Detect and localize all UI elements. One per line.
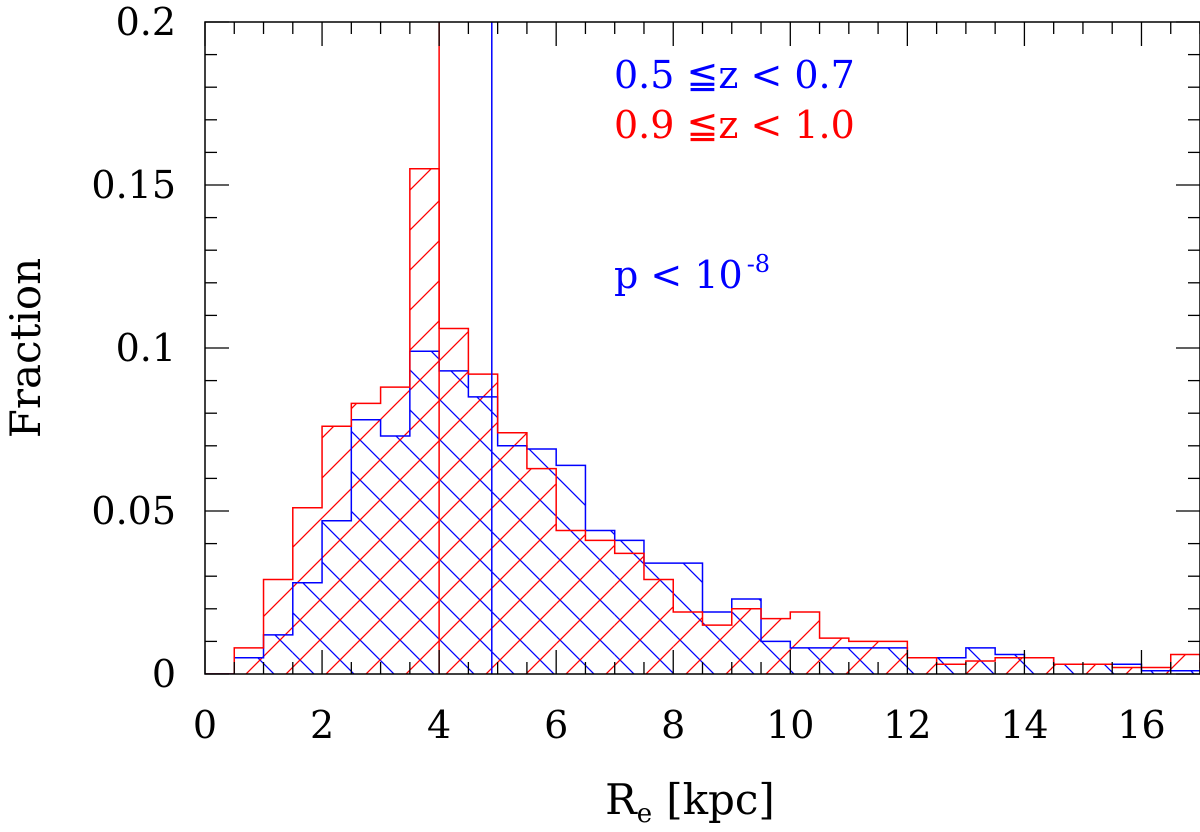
hist-bar (468, 374, 498, 674)
hist-bar (790, 612, 820, 674)
hist-bar (673, 612, 703, 674)
y-tick-label: 0 (152, 652, 176, 696)
x-axis-symbol: R (605, 775, 638, 824)
x-tick-label: 2 (310, 703, 334, 747)
y-tick-label: 0.05 (91, 489, 176, 533)
hist-bar (643, 579, 674, 674)
y-tick-label: 0.15 (91, 163, 176, 207)
x-tick-label: 0 (193, 703, 217, 747)
x-axis-title: Re [kpc] (605, 775, 775, 829)
y-axis-title: Fraction (1, 258, 50, 438)
hist-bar (556, 530, 586, 674)
axis-ticks (204, 21, 1200, 675)
x-tick-label: 12 (883, 703, 931, 747)
x-tick-label: 16 (1117, 703, 1165, 747)
x-tick-label: 8 (661, 703, 685, 747)
series-1-outline (205, 167, 1200, 674)
x-tick-label: 10 (766, 703, 814, 747)
p-value-text: p < 10 (614, 253, 743, 297)
hist-bar (907, 657, 937, 674)
hist-bar (702, 625, 732, 674)
hist-bar (848, 641, 879, 674)
x-tick-label: 4 (427, 703, 451, 747)
y-tick-label: 0.1 (116, 326, 176, 370)
hist-bar (263, 579, 293, 674)
hist-bar (1053, 664, 1083, 674)
hist-bar (322, 426, 352, 674)
hist-bar (731, 608, 762, 674)
hist-bar (1170, 654, 1200, 674)
hist-bar (819, 638, 849, 674)
x-tick-labels: 0 2 4 6 8 10 12 14 16 (193, 703, 1166, 747)
plot-frame (204, 21, 1200, 675)
y-tick-labels: 0 0.05 0.1 0.15 0.2 (91, 0, 176, 696)
hist-bar (526, 468, 557, 674)
hist-bar (761, 618, 791, 674)
median-lines (438, 22, 493, 674)
hist-bar (965, 660, 996, 674)
legend-entry-blue: 0.5 ≦z < 0.7 (614, 53, 855, 97)
hist-bar (439, 328, 469, 674)
hist-bar (936, 664, 966, 674)
hist-bar (585, 540, 615, 674)
histogram-bars (205, 167, 1200, 674)
hist-bar (614, 553, 644, 674)
hist-bar (878, 641, 908, 674)
hist-bar (351, 403, 381, 674)
hist-bar (995, 657, 1025, 674)
p-value-annotation: p < 10 -8 (614, 250, 770, 297)
hist-bar (234, 647, 264, 674)
x-axis-subscript: e (637, 799, 652, 829)
hist-bar (380, 387, 410, 674)
series-1-hatch (234, 168, 1200, 674)
hist-bar (1112, 667, 1142, 674)
hist-bar (292, 507, 323, 674)
hist-bar (1024, 657, 1054, 674)
hist-bar (409, 168, 440, 674)
hist-bar (1082, 664, 1113, 674)
hist-bar (497, 432, 527, 674)
p-value-exponent: -8 (747, 250, 770, 278)
x-tick-label: 14 (1000, 703, 1048, 747)
x-tick-label: 6 (544, 703, 568, 747)
y-tick-label: 0.2 (116, 0, 176, 44)
legend-entry-red: 0.9 ≦z < 1.0 (614, 103, 855, 147)
x-axis-unit: [kpc] (666, 775, 775, 824)
